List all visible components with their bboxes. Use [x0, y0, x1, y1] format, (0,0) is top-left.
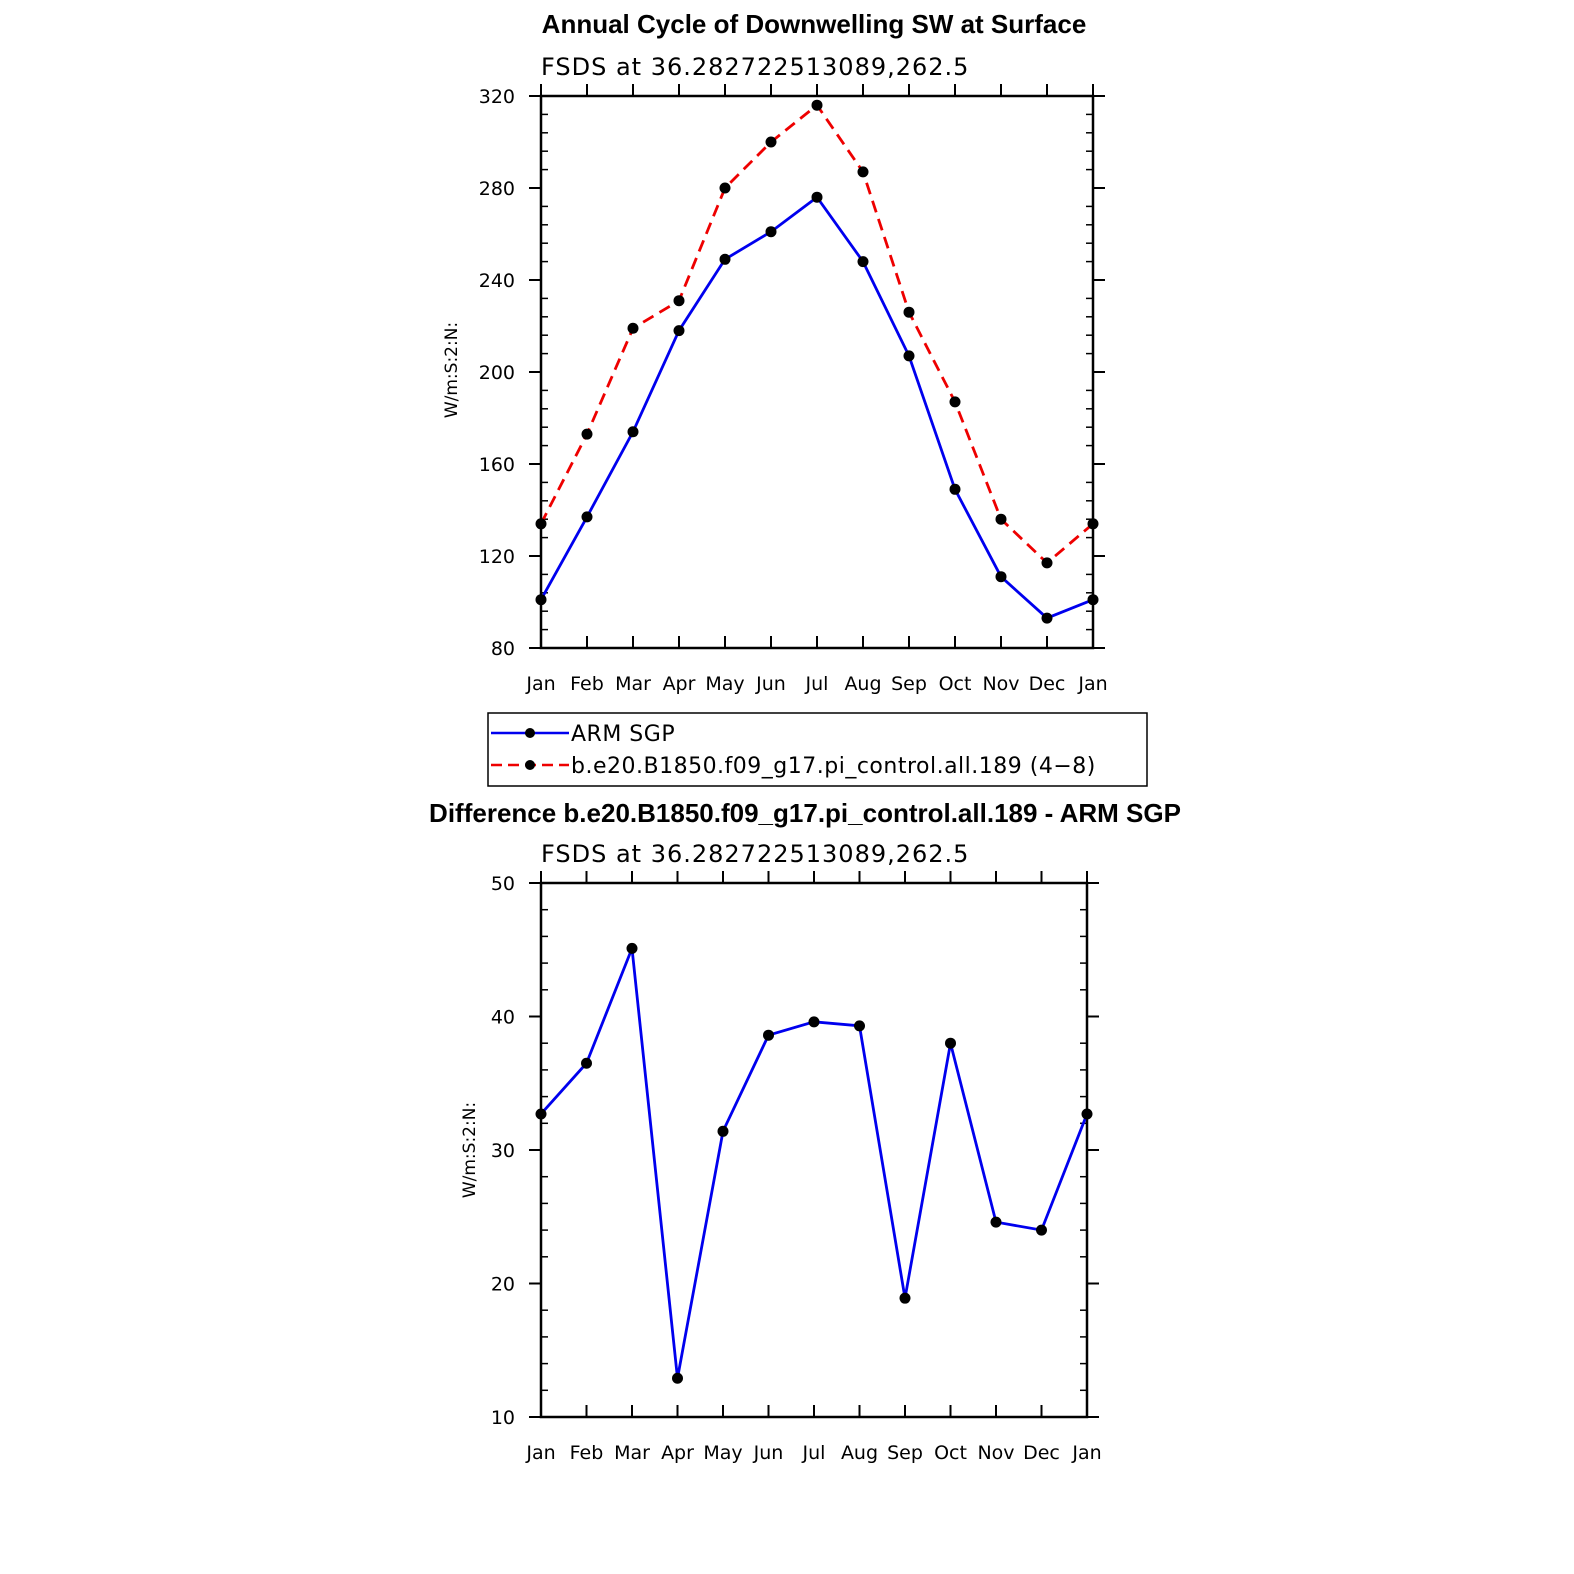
legend-entry-model: b.e20.B1850.f09_g17.pi_control.all.189 (…	[491, 754, 1096, 779]
legend: ARM SGP b.e20.B1850.f09_g17.pi_control.a…	[487, 712, 1148, 787]
data-point	[899, 1292, 911, 1304]
data-point	[990, 1216, 1002, 1228]
x-tick-label: May	[703, 1442, 742, 1464]
x-tick-label: Aug	[841, 1442, 878, 1464]
x-tick-label: Mar	[615, 673, 651, 695]
data-point	[1081, 1108, 1093, 1120]
legend-label-model: b.e20.B1850.f09_g17.pi_control.all.189 (…	[571, 754, 1096, 779]
data-point	[626, 942, 638, 954]
y-tick-label: 80	[491, 638, 515, 660]
data-point	[673, 295, 685, 307]
data-point	[581, 511, 593, 523]
y-tick-label: 10	[491, 1407, 515, 1429]
y-tick-label: 160	[479, 454, 515, 476]
data-point	[854, 1020, 865, 1032]
y-tick-label: 40	[491, 1007, 515, 1029]
x-tick-label: Dec	[1023, 1442, 1060, 1464]
data-point	[949, 483, 961, 495]
data-point	[811, 191, 823, 203]
series-line-1	[539, 103, 1094, 565]
data-point	[1087, 518, 1099, 530]
legend-label-arm-sgp: ARM SGP	[571, 722, 675, 747]
plot-frame	[539, 94, 1095, 650]
x-tick-label: Mar	[614, 1442, 650, 1464]
legend-entry-arm-sgp: ARM SGP	[491, 722, 675, 747]
data-point	[535, 518, 547, 530]
y-tick-label: 320	[479, 86, 515, 108]
data-point	[1087, 594, 1099, 606]
data-point	[535, 1108, 547, 1120]
data-point	[765, 226, 777, 238]
data-point	[765, 136, 777, 148]
data-point	[627, 322, 639, 334]
data-point	[717, 1125, 729, 1137]
y-axis-label: W/m:S:2:N:	[460, 1102, 480, 1198]
data-point	[581, 1057, 592, 1069]
x-tick-label: Oct	[934, 1442, 967, 1464]
data-point	[903, 306, 915, 318]
chart-subtitle: FSDS at 36.282722513089,262.5	[541, 53, 969, 81]
y-tick-label: 30	[491, 1140, 515, 1162]
data-point	[1041, 557, 1053, 569]
data-point	[903, 350, 915, 362]
data-point	[581, 428, 593, 440]
y-tick-label: 50	[491, 873, 515, 895]
legend-marker-model	[525, 760, 535, 770]
x-tick-label: Sep	[887, 1442, 923, 1464]
data-point	[1041, 612, 1053, 624]
x-tick-label: Sep	[891, 673, 927, 695]
x-tick-label: Jun	[755, 673, 786, 695]
y-tick-label: 200	[479, 362, 515, 384]
data-point	[719, 253, 731, 265]
data-point	[808, 1016, 820, 1028]
x-tick-label: Oct	[939, 673, 972, 695]
x-tick-label: Dec	[1029, 673, 1066, 695]
x-tick-label: Apr	[663, 673, 696, 695]
data-point	[995, 571, 1007, 583]
chart-title: Annual Cycle of Downwelling SW at Surfac…	[542, 9, 1087, 39]
data-point	[995, 513, 1007, 525]
data-point	[1036, 1224, 1047, 1236]
data-point	[857, 166, 869, 178]
data-point	[811, 99, 823, 111]
x-tick-label: Feb	[570, 673, 604, 695]
x-tick-label: Jan	[1071, 1442, 1101, 1464]
x-tick-label: Feb	[570, 1442, 604, 1464]
data-point	[949, 396, 961, 408]
y-tick-label: 20	[491, 1274, 515, 1296]
plot-frame	[539, 881, 1089, 1419]
data-point	[719, 182, 731, 194]
data-point	[535, 594, 547, 606]
x-tick-label: Jan	[525, 1442, 555, 1464]
data-point	[672, 1372, 683, 1384]
x-tick-label: Nov	[982, 673, 1019, 695]
legend-box	[487, 712, 1148, 787]
legend-marker-arm-sgp	[525, 728, 535, 738]
difference-chart: Difference b.e20.B1850.f09_g17.pi_contro…	[429, 798, 1181, 1464]
y-axis-label: W/m:S:2:N:	[442, 322, 462, 418]
x-tick-label: Jun	[753, 1442, 784, 1464]
chart-title: Difference b.e20.B1850.f09_g17.pi_contro…	[429, 798, 1181, 828]
series-line-0	[539, 947, 1089, 1379]
x-tick-label: Nov	[977, 1442, 1014, 1464]
x-tick-label: Jul	[805, 673, 829, 695]
x-tick-label: May	[705, 673, 744, 695]
series-line-0	[539, 195, 1094, 620]
annual-cycle-chart: Annual Cycle of Downwelling SW at Surfac…	[442, 9, 1108, 695]
x-tick-label: Jan	[1077, 673, 1107, 695]
data-point	[673, 325, 685, 337]
x-tick-label: Apr	[661, 1442, 694, 1464]
y-tick-label: 240	[479, 270, 515, 292]
x-tick-label: Jul	[802, 1442, 826, 1464]
data-point	[945, 1037, 956, 1049]
x-tick-label: Aug	[844, 673, 881, 695]
data-point	[627, 426, 639, 438]
data-point	[857, 256, 869, 268]
y-tick-label: 280	[479, 178, 515, 200]
data-point	[763, 1029, 774, 1041]
chart-subtitle: FSDS at 36.282722513089,262.5	[541, 840, 969, 868]
y-tick-label: 120	[479, 546, 515, 568]
x-tick-label: Jan	[525, 673, 555, 695]
